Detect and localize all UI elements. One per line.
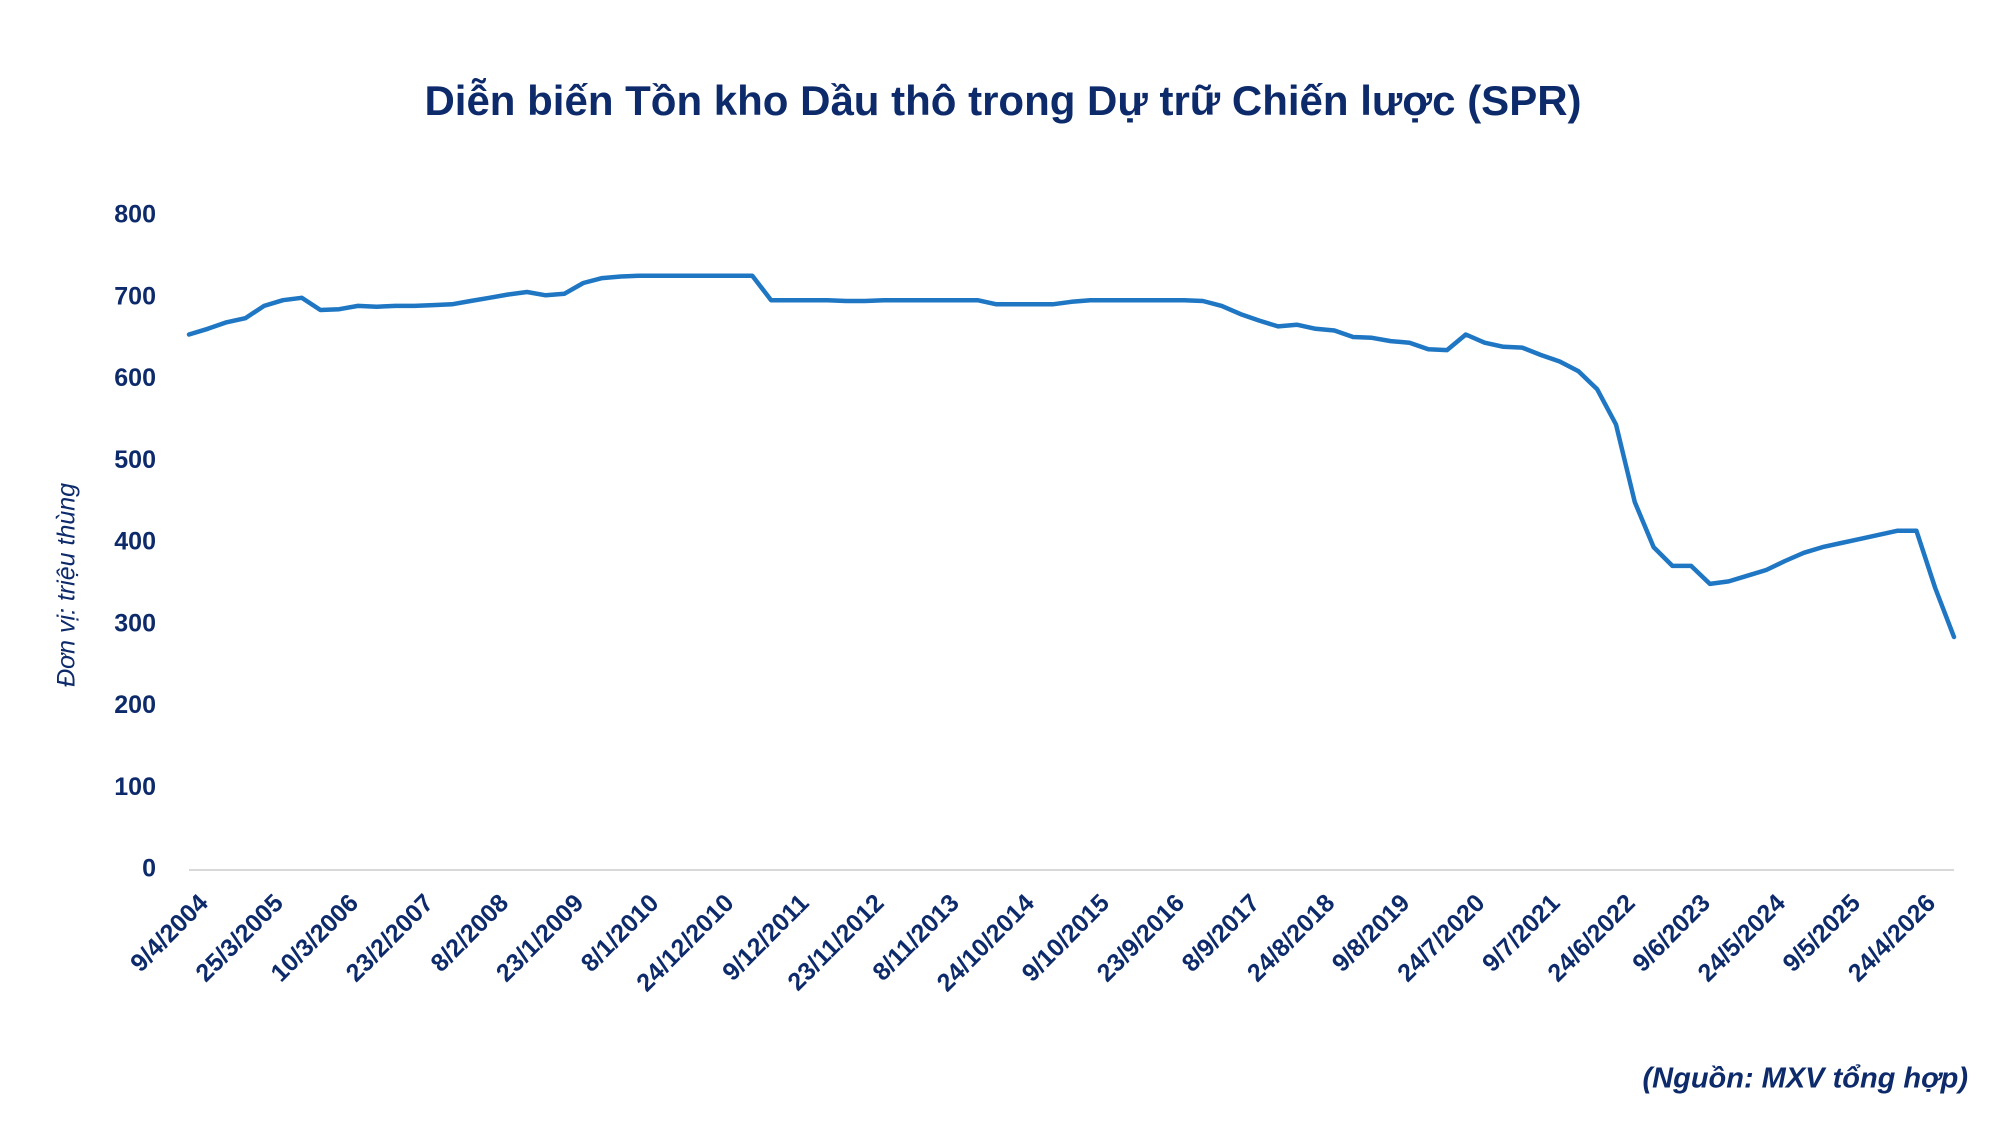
y-tick-label: 600 [114,364,156,392]
y-tick-label: 800 [114,201,156,229]
y-axis-label: Đơn vị: triệu thùng [53,483,81,687]
data-line [186,273,1957,640]
y-tick-label: 200 [114,691,156,719]
source-note: (Nguồn: MXV tổng hợp) [1643,1063,1969,1095]
chart-title: Diễn biến Tồn kho Dầu thô trong Dự trữ C… [424,76,1581,124]
y-tick-label: 300 [114,609,156,637]
y-tick-label: 0 [142,855,156,883]
y-tick-label: 700 [114,282,156,310]
y-tick-label: 400 [114,528,156,556]
y-tick-label: 500 [114,446,156,474]
y-tick-label: 100 [114,773,156,801]
